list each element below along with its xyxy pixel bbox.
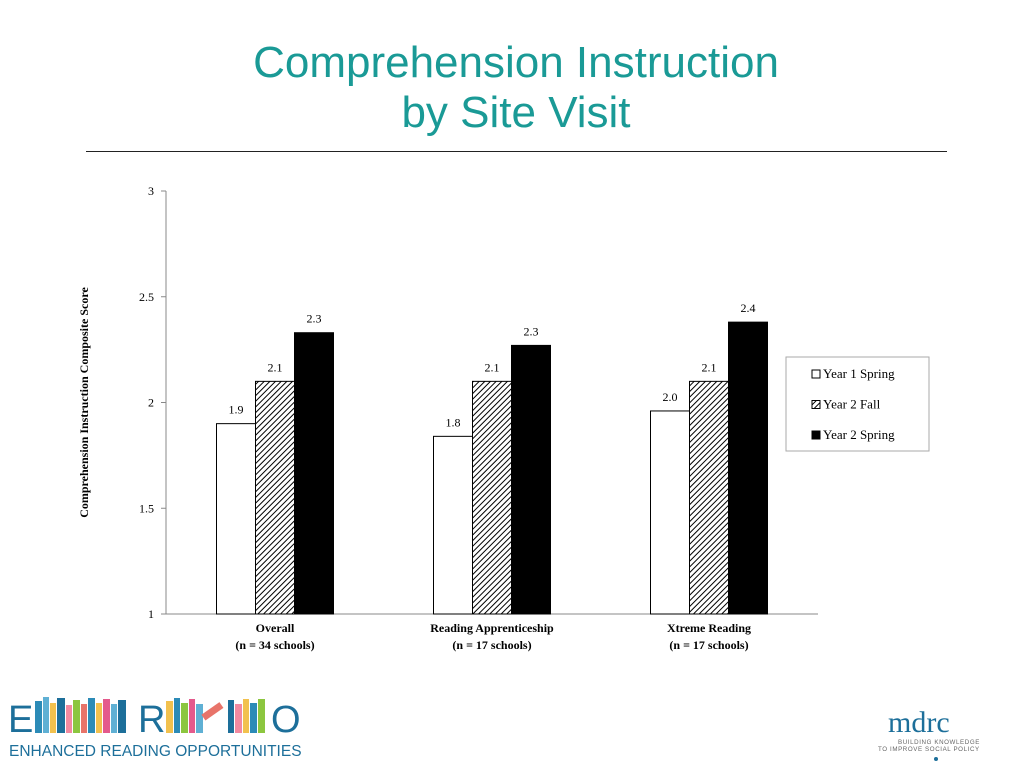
data-label: 2.0	[663, 390, 678, 404]
bar-year-1-spring	[650, 410, 690, 615]
data-label: 2.3	[307, 312, 322, 326]
data-label: 2.3	[524, 324, 539, 338]
title-divider	[86, 151, 947, 152]
data-label: 2.4	[741, 301, 756, 315]
bar-year-2-fall	[472, 380, 512, 615]
y-tick-label: 1.5	[139, 501, 154, 515]
mdrc-name: mdrc	[888, 708, 950, 739]
slide-title-line-1: Comprehension Instruction	[253, 38, 779, 87]
data-label: 2.1	[268, 360, 283, 374]
y-axis-title: Comprehension Instruction Composite Scor…	[77, 287, 91, 518]
y-tick-label: 3	[148, 184, 154, 198]
legend-swatch	[811, 400, 821, 409]
bar-year-2-spring	[728, 321, 768, 615]
mdrc-logo: mdrc BUILDING KNOWLEDGE TO IMPROVE SOCIA…	[878, 708, 980, 761]
bar-year-1-spring	[433, 435, 473, 615]
bar-year-2-fall	[255, 380, 295, 615]
data-label: 1.9	[229, 403, 244, 417]
logo-letter-r: R	[138, 699, 165, 741]
slide-title-line-2: by Site Visit	[401, 88, 631, 137]
mdrc-tagline-2: TO IMPROVE SOCIAL POLICY	[878, 746, 980, 753]
bar-year-2-spring	[294, 332, 334, 615]
y-tick-label: 2	[148, 396, 154, 410]
mdrc-tagline-1: BUILDING KNOWLEDGE	[898, 739, 980, 746]
logo-letter-e: E	[8, 699, 33, 741]
bar-year-1-spring	[216, 423, 256, 615]
legend-box	[785, 356, 930, 452]
bar-year-2-fall	[689, 380, 729, 615]
mdrc-dot-icon	[934, 757, 938, 761]
slide-title: Comprehension Instruction by Site Visit	[0, 38, 1024, 138]
x-tick-label: Reading Apprenticeship	[430, 621, 554, 635]
logo-tagline: ENHANCED READING OPPORTUNITIES	[9, 743, 302, 760]
legend-swatch	[811, 369, 821, 379]
ero-logo: E R O ENHANCED READING OPPORTUNITIES	[8, 697, 302, 760]
data-label: 2.1	[485, 360, 500, 374]
books-icon-2	[166, 698, 265, 733]
x-tick-label: (n = 17 schools)	[452, 638, 531, 652]
books-icon	[35, 697, 126, 733]
x-tick-label: Overall	[256, 621, 295, 635]
bar-year-2-spring	[511, 344, 551, 615]
y-tick-label: 2.5	[139, 290, 154, 304]
data-label: 2.1	[702, 360, 717, 374]
logo-letter-o: O	[271, 699, 301, 741]
data-label: 1.8	[446, 415, 461, 429]
legend-label: Year 2 Spring	[823, 427, 895, 442]
legend-swatch	[811, 430, 821, 440]
legend-label: Year 1 Spring	[823, 366, 895, 381]
legend-label: Year 2 Fall	[823, 397, 881, 412]
x-tick-label: (n = 17 schools)	[669, 638, 748, 652]
x-tick-label: Xtreme Reading	[667, 621, 751, 635]
x-tick-label: (n = 34 schools)	[235, 638, 314, 652]
y-tick-label: 1	[148, 607, 154, 621]
